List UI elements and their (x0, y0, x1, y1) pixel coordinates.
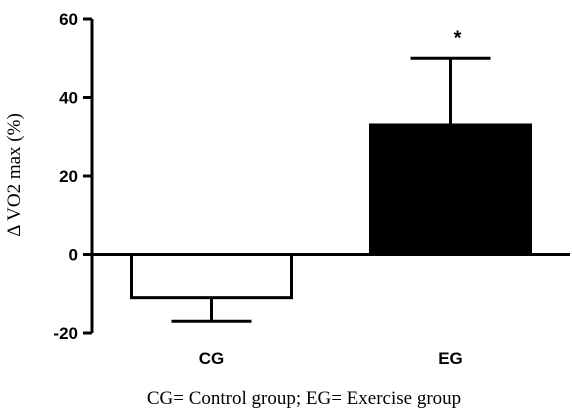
category-label-cg: CG (199, 349, 225, 368)
y-tick-label: -20 (53, 324, 78, 343)
annotations: * (454, 27, 462, 49)
error-bars (171, 56, 491, 323)
y-tick-label: 40 (59, 89, 78, 108)
significance-marker: * (454, 27, 462, 49)
y-ticks: -20 0 20 40 60 (53, 10, 92, 343)
y-tick-label: 20 (59, 167, 78, 186)
bar-cg (130, 253, 293, 300)
y-tick-label: 0 (69, 246, 78, 265)
bars (130, 123, 532, 300)
chart-caption: CG= Control group; EG= Exercise group (147, 388, 461, 409)
category-labels: CG EG (199, 349, 463, 368)
bar-eg (369, 123, 532, 256)
category-label-eg: EG (438, 349, 463, 368)
y-tick-label: 60 (59, 10, 78, 29)
y-axis-label: Δ VO2 max (%) (4, 113, 25, 237)
